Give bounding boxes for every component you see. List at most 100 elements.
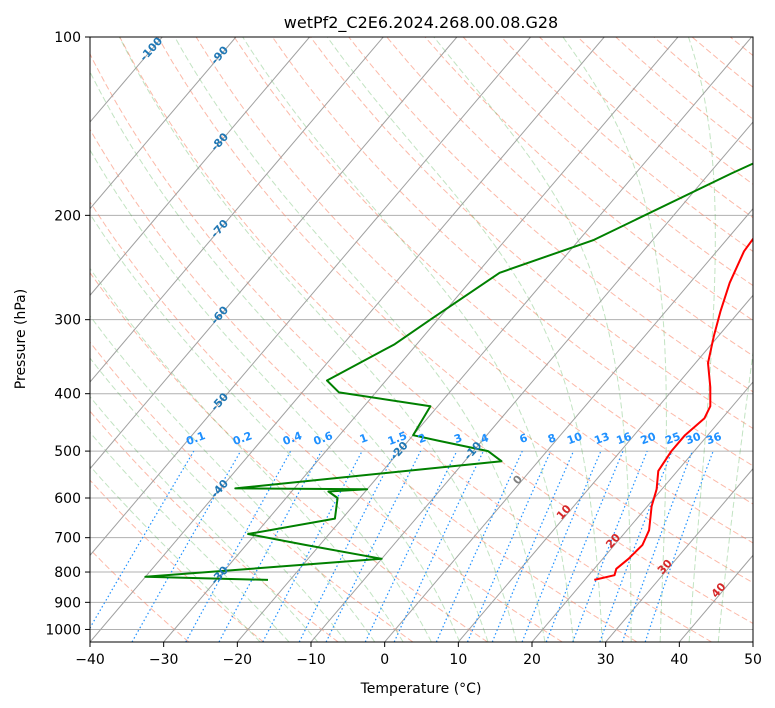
sounding-series (144, 162, 753, 581)
x-tick-label: −10 (296, 652, 326, 668)
x-tick-label: 10 (449, 652, 467, 668)
plot-area: -100 -90-80-70-60-50-40-30-20 -10010203040… (90, 37, 753, 642)
moist-adiabat-line (118, 37, 517, 642)
moist-adiabat-line (90, 395, 319, 642)
moist-adiabat-line (90, 465, 261, 642)
moist-adiabat-line (688, 37, 716, 642)
mixing-ratio-line (325, 450, 422, 642)
dry-adiabat-line (90, 410, 339, 642)
mixing-ratio-label: 8 (546, 431, 558, 446)
y-tick-label: 500 (54, 444, 81, 460)
dry-adiabat-line (157, 37, 753, 584)
mixing-ratio-label: 1 (358, 431, 370, 446)
isotherm-line (90, 37, 384, 383)
mixing-ratio-line (218, 450, 323, 642)
y-tick-label: 400 (54, 387, 81, 403)
mixing-ratio-label: 1.5 (386, 429, 409, 448)
mixing-ratio-line (435, 450, 523, 642)
mixing-ratio-label: 20 (639, 430, 658, 448)
mixing-ratio-line (466, 450, 552, 642)
mixing-ratio-label: 13 (592, 430, 611, 447)
dry-adiabat-line (90, 201, 563, 642)
dry-adiabat-line (386, 37, 753, 357)
isotherm-line (310, 121, 753, 642)
moist-adiabat-line (90, 149, 461, 642)
dewpoint-profile (144, 162, 753, 581)
mixing-ratio-label: 30 (684, 430, 703, 448)
moist-adiabat-line (433, 37, 632, 642)
y-axis-title: Pressure (hPa) (13, 289, 29, 389)
moist-adiabat-line (562, 37, 667, 642)
moist-adiabat-line (90, 431, 290, 642)
x-tick-label: −40 (75, 652, 105, 668)
y-tick-label: 800 (54, 565, 81, 581)
isotherm-line (163, 37, 679, 642)
x-tick-label: −20 (223, 652, 253, 668)
x-tick-label: 30 (597, 652, 615, 668)
isotherm-line (384, 207, 753, 642)
mixing-ratio-label: 2 (416, 431, 428, 446)
mixing-ratio-line (621, 450, 693, 642)
moist-adiabat-line (326, 37, 603, 642)
x-axis: −40 −30 −20 −10 0 10 20 30 40 50 (75, 642, 762, 668)
x-tick-label: 40 (670, 652, 688, 668)
moist-adiabat-line (90, 357, 347, 642)
mixing-ratio-label: 10 (565, 430, 584, 448)
dry-adiabat-line (424, 37, 753, 322)
dry-adiabat-line (119, 37, 753, 624)
isotherm-line (90, 37, 237, 210)
y-tick-label: 1000 (45, 622, 81, 638)
x-tick-label: 20 (523, 652, 541, 668)
isotherm-line (457, 294, 753, 642)
isotherm-line (90, 37, 310, 297)
mixing-ratio-label: 4 (479, 431, 491, 446)
y-axis: 100 200 300 400 500 600 700 800 900 1000 (45, 30, 90, 638)
moist-adiabat-line (242, 37, 575, 642)
y-tick-label: 100 (54, 30, 81, 46)
dry-adiabat-line (90, 548, 190, 642)
mixing-ratio-label: 3 (452, 431, 464, 446)
isotherms (90, 37, 753, 642)
temperature-profile (594, 237, 753, 581)
isotherm-line (90, 37, 531, 557)
dry-adiabat-line (90, 271, 488, 642)
mixing-ratio-label: 0.1 (184, 429, 207, 448)
plot-frame (89, 36, 754, 643)
mixing-ratio-line (185, 450, 292, 642)
mixing-ratio-line (521, 450, 602, 642)
mixing-ratio-label: 0.6 (312, 429, 335, 448)
moist-adiabat-line (90, 267, 404, 642)
mixing-ratio-label: 25 (663, 430, 682, 447)
moist-adiabat-line (90, 213, 432, 642)
mixing-ratio-line (644, 450, 714, 642)
mixing-ratio-line (298, 450, 397, 642)
isotherm-line (90, 37, 605, 642)
moist-adiabat-line (717, 348, 753, 642)
x-tick-label: 0 (380, 652, 389, 668)
chart-title: wetPf2_C2E6.2024.268.00.08.G28 (284, 13, 558, 33)
y-tick-label: 700 (54, 531, 81, 547)
moist-adiabat-line (90, 70, 489, 642)
dry-adiabat-line (90, 479, 264, 642)
isotherm-line (236, 37, 752, 642)
mixing-ratio-label: 16 (615, 430, 634, 448)
isotherm-line (531, 381, 753, 642)
x-axis-title: Temperature (°C) (360, 681, 482, 697)
isotherm-line (605, 467, 753, 642)
y-tick-label: 600 (54, 491, 81, 507)
moist-adiabats (90, 37, 753, 642)
x-tick-label: 50 (744, 652, 762, 668)
y-tick-label: 900 (54, 595, 81, 611)
mixing-ratio-line (545, 450, 624, 642)
y-tick-label: 300 (54, 313, 81, 329)
mixing-ratio-label: 6 (518, 431, 530, 446)
isotherm-line (90, 37, 458, 470)
mixing-ratio-line (572, 450, 648, 642)
mixing-ratio-label: 36 (705, 430, 724, 448)
mixing-ratio-line (491, 450, 575, 642)
dry-adiabat-line (90, 128, 638, 642)
dry-adiabat-line (310, 37, 753, 430)
mixing-ratio-label: 0.4 (281, 429, 304, 448)
